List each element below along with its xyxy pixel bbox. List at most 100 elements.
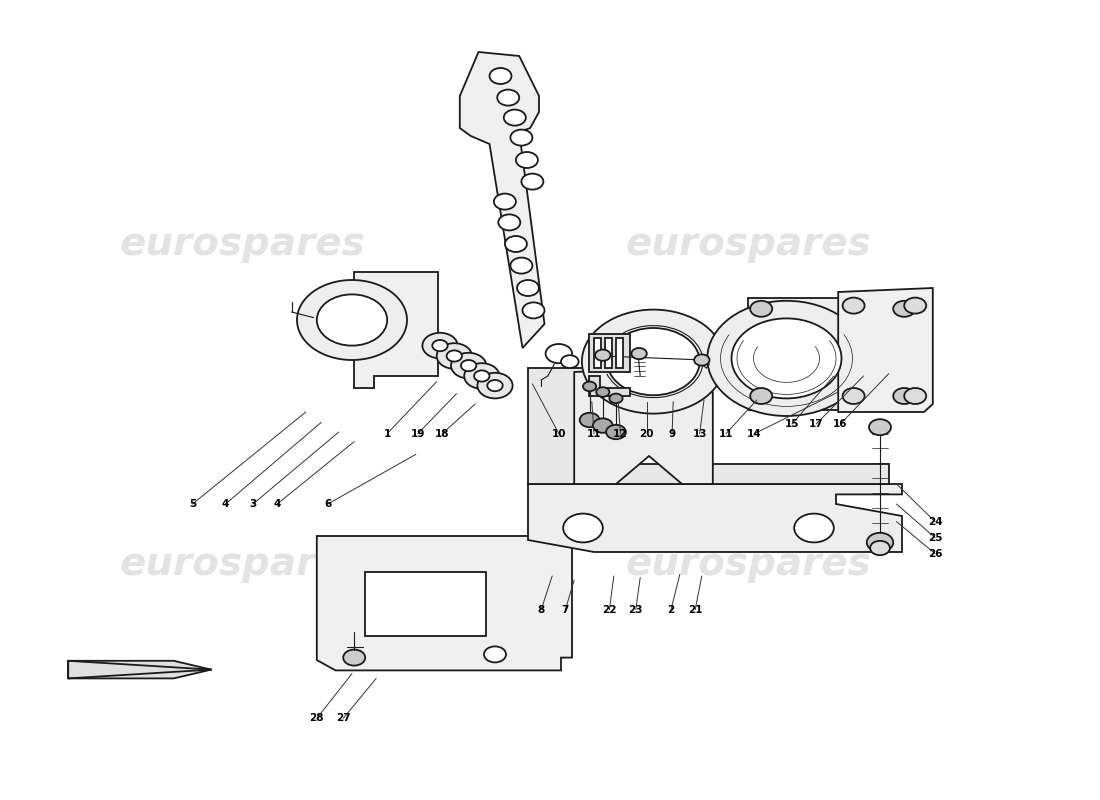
Text: 8: 8 [538, 605, 544, 614]
Circle shape [563, 514, 603, 542]
Text: 17: 17 [808, 419, 824, 429]
Text: eurospares: eurospares [119, 225, 365, 263]
Circle shape [893, 301, 915, 317]
Text: 12: 12 [613, 429, 628, 438]
Polygon shape [68, 661, 211, 678]
Circle shape [510, 130, 532, 146]
Circle shape [484, 646, 506, 662]
Polygon shape [460, 52, 544, 348]
Circle shape [474, 370, 490, 382]
Circle shape [694, 354, 710, 366]
Text: 7: 7 [562, 605, 569, 614]
Text: 26: 26 [927, 549, 943, 558]
Circle shape [487, 380, 503, 391]
Text: eurospares: eurospares [625, 225, 871, 263]
Text: 4: 4 [274, 499, 280, 509]
Circle shape [869, 419, 891, 435]
Text: 18: 18 [434, 429, 450, 438]
Text: 11: 11 [718, 429, 734, 438]
Bar [588, 334, 630, 372]
Polygon shape [528, 368, 889, 484]
Circle shape [732, 318, 842, 398]
Circle shape [510, 258, 532, 274]
Text: 3: 3 [250, 499, 256, 509]
Circle shape [607, 328, 700, 395]
Polygon shape [317, 536, 572, 670]
Bar [594, 338, 601, 368]
Text: eurospares: eurospares [625, 545, 871, 583]
Circle shape [522, 302, 544, 318]
Text: 2: 2 [668, 605, 674, 614]
Polygon shape [574, 368, 713, 484]
Text: 14: 14 [747, 429, 762, 438]
Circle shape [521, 174, 543, 190]
Circle shape [794, 514, 834, 542]
Bar [616, 338, 623, 368]
Circle shape [595, 350, 610, 361]
Text: 20: 20 [639, 429, 654, 438]
Polygon shape [354, 272, 438, 388]
Polygon shape [588, 376, 630, 396]
Circle shape [609, 394, 623, 403]
Circle shape [494, 194, 516, 210]
Text: 19: 19 [410, 429, 426, 438]
Bar [365, 572, 486, 636]
Circle shape [606, 425, 626, 439]
Circle shape [904, 298, 926, 314]
Text: 23: 23 [628, 605, 643, 614]
Circle shape [596, 387, 609, 397]
Text: 28: 28 [309, 714, 324, 723]
Circle shape [498, 214, 520, 230]
Polygon shape [838, 288, 933, 412]
Bar [748, 298, 913, 410]
Text: 6: 6 [324, 499, 331, 509]
Text: 10: 10 [551, 429, 566, 438]
Circle shape [490, 68, 512, 84]
Circle shape [505, 236, 527, 252]
Circle shape [297, 280, 407, 360]
Circle shape [461, 360, 476, 371]
Circle shape [750, 301, 772, 317]
Text: 25: 25 [927, 533, 943, 542]
Circle shape [343, 650, 365, 666]
Bar [605, 338, 612, 368]
Circle shape [516, 152, 538, 168]
Text: 22: 22 [602, 605, 617, 614]
Circle shape [580, 413, 600, 427]
Circle shape [631, 348, 647, 359]
Circle shape [707, 301, 866, 416]
Circle shape [437, 343, 472, 369]
Text: 24: 24 [927, 517, 943, 526]
Circle shape [447, 350, 462, 362]
Circle shape [517, 280, 539, 296]
Circle shape [843, 298, 865, 314]
Text: 16: 16 [833, 419, 848, 429]
Circle shape [317, 294, 387, 346]
Circle shape [904, 388, 926, 404]
Text: 11: 11 [586, 429, 602, 438]
Text: 1: 1 [384, 429, 390, 438]
Text: 27: 27 [336, 714, 351, 723]
Circle shape [546, 344, 572, 363]
Circle shape [422, 333, 458, 358]
Circle shape [582, 310, 725, 414]
Circle shape [497, 90, 519, 106]
Circle shape [593, 418, 613, 433]
Text: 9: 9 [669, 429, 675, 438]
Text: 4: 4 [222, 499, 229, 509]
Circle shape [432, 340, 448, 351]
Circle shape [867, 533, 893, 552]
Circle shape [477, 373, 513, 398]
Circle shape [451, 353, 486, 378]
Text: 13: 13 [692, 429, 707, 438]
Text: 15: 15 [784, 419, 800, 429]
Text: 5: 5 [189, 499, 196, 509]
Circle shape [843, 388, 865, 404]
Bar [845, 298, 913, 410]
Polygon shape [528, 484, 902, 552]
Circle shape [870, 541, 890, 555]
Circle shape [464, 363, 499, 389]
Text: 21: 21 [688, 605, 703, 614]
Circle shape [504, 110, 526, 126]
Circle shape [583, 382, 596, 391]
